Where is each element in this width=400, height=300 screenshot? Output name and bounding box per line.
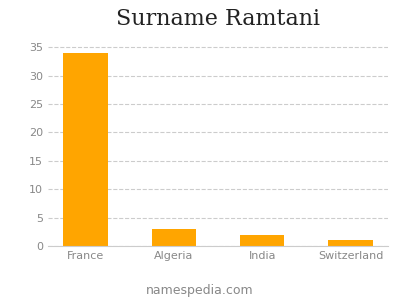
Text: namespedia.com: namespedia.com (146, 284, 254, 297)
Bar (240, 235, 284, 246)
Bar (152, 229, 196, 246)
Title: Surname Ramtani: Surname Ramtani (116, 8, 320, 30)
Bar (64, 53, 108, 246)
Bar (328, 240, 372, 246)
